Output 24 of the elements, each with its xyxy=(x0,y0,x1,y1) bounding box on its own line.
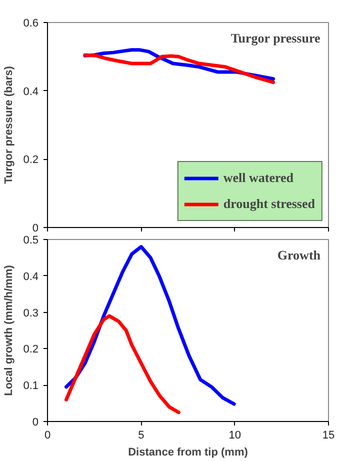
y-tick-label: 0.4 xyxy=(23,270,39,283)
line-series xyxy=(64,314,180,414)
y-tick-label: 0.5 xyxy=(23,234,39,246)
line-series xyxy=(64,245,236,406)
y-tick-label: 0.6 xyxy=(23,18,39,30)
y-tick-label: 0 xyxy=(32,416,39,428)
text: Turgor pressure xyxy=(230,30,320,46)
x-tick-label: 5 xyxy=(138,430,144,442)
text: Growth xyxy=(277,248,322,262)
y-axis-title: Local growth (mm/h/mm) xyxy=(3,264,16,396)
y-axis-title: Turgor pressure (bars) xyxy=(3,66,16,184)
legend-label: drought stressed xyxy=(223,196,315,212)
y-tick-label: 0.1 xyxy=(23,380,39,392)
x-tick-label: 10 xyxy=(228,430,241,442)
y-tick-label: 0 xyxy=(32,222,39,234)
legend-label: well watered xyxy=(223,170,294,186)
y-tick-label: 0.2 xyxy=(23,154,39,166)
x-tick-label: 15 xyxy=(322,430,335,442)
x-tick-label: 0 xyxy=(44,430,51,442)
y-tick-label: 0.2 xyxy=(23,344,39,356)
line-series xyxy=(83,53,275,84)
y-tick-label: 0.4 xyxy=(23,86,39,98)
x-axis-title: Distance from tip (mm) xyxy=(128,446,248,458)
y-tick-label: 0.3 xyxy=(23,307,39,320)
